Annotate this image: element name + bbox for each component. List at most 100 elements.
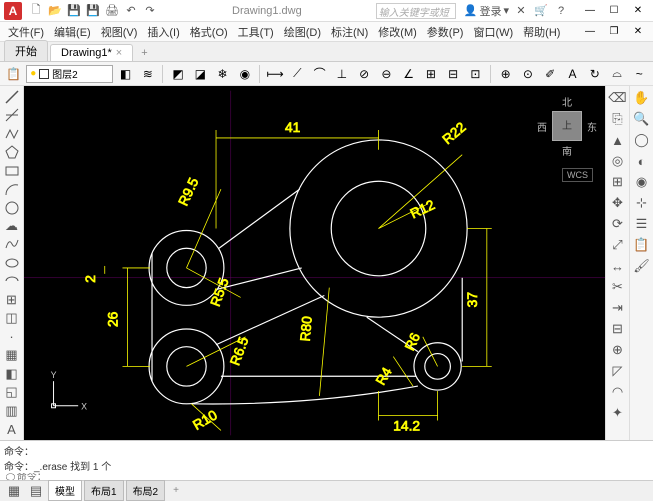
app-logo[interactable]: A: [4, 2, 22, 20]
help-icon[interactable]: ?: [553, 3, 569, 19]
arc-icon[interactable]: [2, 180, 22, 197]
layer-match-icon[interactable]: ≋: [138, 64, 157, 84]
search-input[interactable]: 输入关键字或短语: [376, 3, 456, 19]
view-cube[interactable]: 北 西 上 东 南: [537, 94, 597, 164]
dim-quick-icon[interactable]: ⊞: [421, 64, 440, 84]
menu-format[interactable]: 格式(O): [186, 22, 232, 42]
save-icon[interactable]: 💾: [66, 3, 82, 19]
ellipse-arc-icon[interactable]: [2, 273, 22, 290]
save-as-icon[interactable]: 💾: [85, 3, 101, 19]
dim-angular-icon[interactable]: ∠: [399, 64, 418, 84]
chamfer-icon[interactable]: ◸: [608, 361, 628, 381]
dim-arc-icon[interactable]: ⌒: [310, 64, 329, 84]
tab-model[interactable]: 模型: [48, 480, 82, 501]
menu-window[interactable]: 窗口(W): [469, 22, 517, 42]
zoom-icon[interactable]: 🔍: [632, 109, 652, 129]
extend-icon[interactable]: ⇥: [608, 298, 628, 318]
ellipse-icon[interactable]: [2, 254, 22, 271]
quickview-icon[interactable]: ▦: [4, 481, 24, 501]
tab-add-button[interactable]: +: [135, 45, 153, 61]
dim-diameter-icon[interactable]: ⊖: [377, 64, 396, 84]
menu-edit[interactable]: 编辑(E): [50, 22, 95, 42]
insert-block-icon[interactable]: ⊞: [2, 291, 22, 308]
explode-icon[interactable]: ✦: [608, 403, 628, 423]
rectangle-icon[interactable]: [2, 162, 22, 179]
layer-freeze-icon[interactable]: ❄: [213, 64, 232, 84]
offset-icon[interactable]: ◎: [608, 151, 628, 171]
menu-modify[interactable]: 修改(M): [374, 22, 421, 42]
open-icon[interactable]: 📂: [47, 3, 63, 19]
tab-start[interactable]: 开始: [4, 40, 48, 61]
layouts-icon[interactable]: ▤: [26, 481, 46, 501]
doc-minimize-button[interactable]: —: [579, 24, 601, 40]
table-icon[interactable]: ▥: [2, 402, 22, 419]
orbit-icon[interactable]: ◯: [632, 130, 652, 150]
trim-icon[interactable]: ✂: [608, 277, 628, 297]
login-button[interactable]: 👤 登录 ▾: [464, 3, 509, 19]
new-icon[interactable]: 🗋: [28, 3, 44, 19]
mirror-icon[interactable]: ▲: [608, 130, 628, 150]
menu-param[interactable]: 参数(P): [423, 22, 468, 42]
props-icon[interactable]: ☰: [632, 214, 652, 234]
menu-help[interactable]: 帮助(H): [519, 22, 564, 42]
dim-style-icon[interactable]: ⌓: [607, 64, 626, 84]
mtext-icon[interactable]: A: [2, 420, 22, 437]
close-button[interactable]: ✕: [627, 3, 649, 19]
center-mark-icon[interactable]: ⊙: [518, 64, 537, 84]
minimize-button[interactable]: —: [579, 3, 601, 19]
undo-icon[interactable]: ↶: [123, 3, 139, 19]
matchprop-icon[interactable]: 🖌: [632, 256, 652, 276]
line-icon[interactable]: [2, 88, 22, 105]
layer-states-icon[interactable]: ◧: [116, 64, 135, 84]
dim-ordinate-icon[interactable]: ⊥: [332, 64, 351, 84]
tab-close-icon[interactable]: ×: [116, 47, 122, 59]
command-line[interactable]: 命令： 命令：_.erase 找到 1 个 🗨: [0, 440, 653, 480]
region-icon[interactable]: ◱: [2, 384, 22, 401]
point-icon[interactable]: ·: [2, 328, 22, 345]
print-icon[interactable]: 🖨: [104, 3, 120, 19]
menu-dim[interactable]: 标注(N): [327, 22, 372, 42]
layer-selector[interactable]: ● 图层2: [26, 65, 113, 83]
tolerance-icon[interactable]: ⊕: [496, 64, 515, 84]
paste-icon[interactable]: 📋: [632, 235, 652, 255]
doc-restore-button[interactable]: ❐: [603, 24, 625, 40]
wcs-label[interactable]: WCS: [562, 168, 593, 182]
dim-tedit-icon[interactable]: A: [563, 64, 582, 84]
tab-layout2[interactable]: 布局2: [126, 480, 166, 501]
join-icon[interactable]: ⊕: [608, 340, 628, 360]
drawing-canvas[interactable]: X Y: [24, 86, 605, 440]
redo-icon[interactable]: ↷: [142, 3, 158, 19]
polygon-icon[interactable]: [2, 143, 22, 160]
dim-continue-icon[interactable]: ⊡: [466, 64, 485, 84]
dim-aligned-icon[interactable]: ⟋: [288, 64, 307, 84]
dim-linear-icon[interactable]: ⟼: [265, 64, 284, 84]
revcloud-icon[interactable]: ☁: [2, 217, 22, 234]
shade-icon[interactable]: ◐: [632, 151, 652, 171]
dim-baseline-icon[interactable]: ⊟: [444, 64, 463, 84]
layer-iso-icon[interactable]: ◪: [191, 64, 210, 84]
scale-icon[interactable]: ⤢: [608, 235, 628, 255]
nav-top[interactable]: 上: [552, 111, 582, 141]
break-icon[interactable]: ⊟: [608, 319, 628, 339]
menu-file[interactable]: 文件(F): [4, 22, 48, 42]
menu-draw[interactable]: 绘图(D): [280, 22, 325, 42]
erase-icon[interactable]: ⌫: [608, 88, 628, 108]
tab-layout1[interactable]: 布局1: [84, 480, 124, 501]
menu-view[interactable]: 视图(V): [97, 22, 142, 42]
fillet-icon[interactable]: ◠: [608, 382, 628, 402]
dim-update-icon[interactable]: ↻: [585, 64, 604, 84]
gradient-icon[interactable]: ◧: [2, 365, 22, 382]
doc-close-button[interactable]: ✕: [627, 24, 649, 40]
menu-insert[interactable]: 插入(I): [143, 22, 183, 42]
pan-icon[interactable]: ✋: [632, 88, 652, 108]
render-icon[interactable]: ◉: [632, 172, 652, 192]
make-block-icon[interactable]: ◫: [2, 310, 22, 327]
cart-icon[interactable]: 🛒: [533, 3, 549, 19]
tab-drawing1[interactable]: Drawing1*×: [50, 44, 133, 61]
ray-icon[interactable]: [2, 106, 22, 123]
circle-icon[interactable]: [2, 199, 22, 216]
rotate-icon[interactable]: ⟳: [608, 214, 628, 234]
nav-west[interactable]: 西: [537, 119, 547, 134]
spline-icon[interactable]: [2, 236, 22, 253]
layer-props-icon[interactable]: 📋: [4, 64, 23, 84]
